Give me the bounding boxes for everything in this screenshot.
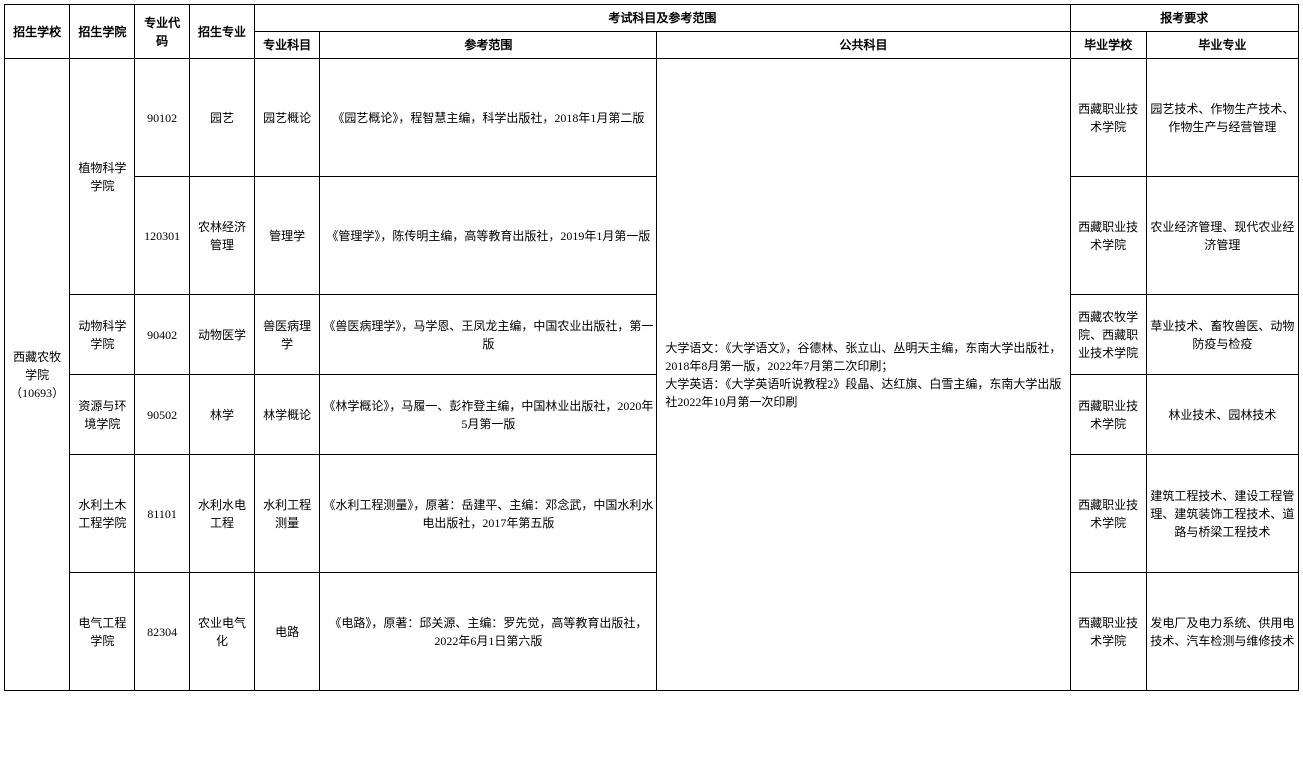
cell-grad-school: 西藏职业技术学院: [1070, 177, 1146, 295]
header-exam-group: 考试科目及参考范围: [255, 5, 1071, 32]
cell-code: 90402: [135, 295, 189, 375]
cell-reference: 《水利工程测量》，原著：岳建平、主编：邓念武，中国水利水电出版社，2017年第五…: [320, 455, 657, 573]
header-code: 专业代码: [135, 5, 189, 59]
cell-major: 水利水电工程: [189, 455, 254, 573]
header-grad-major: 毕业专业: [1146, 32, 1298, 59]
cell-reference: 《园艺概论》，程智慧主编，科学出版社，2018年1月第二版: [320, 59, 657, 177]
cell-subject: 兽医病理学: [255, 295, 320, 375]
cell-code: 120301: [135, 177, 189, 295]
header-reference: 参考范围: [320, 32, 657, 59]
cell-public: 大学语文：《大学语文》，谷德林、张立山、丛明天主编，东南大学出版社，2018年8…: [657, 59, 1070, 691]
cell-college: 水利土木工程学院: [70, 455, 135, 573]
header-college: 招生学院: [70, 5, 135, 59]
cell-code: 81101: [135, 455, 189, 573]
cell-code: 90502: [135, 375, 189, 455]
cell-code: 90102: [135, 59, 189, 177]
cell-grad-major: 建筑工程技术、建设工程管理、建筑装饰工程技术、道路与桥梁工程技术: [1146, 455, 1298, 573]
table-row: 水利土木工程学院 81101 水利水电工程 水利工程测量 《水利工程测量》，原著…: [5, 455, 1299, 573]
header-school: 招生学校: [5, 5, 70, 59]
cell-grad-school: 西藏职业技术学院: [1070, 455, 1146, 573]
header-grad-school: 毕业学校: [1070, 32, 1146, 59]
cell-subject: 管理学: [255, 177, 320, 295]
cell-major: 园艺: [189, 59, 254, 177]
cell-grad-school: 西藏职业技术学院: [1070, 59, 1146, 177]
cell-subject: 电路: [255, 573, 320, 691]
cell-college: 动物科学学院: [70, 295, 135, 375]
table-row: 资源与环境学院 90502 林学 林学概论 《林学概论》，马履一、彭祚登主编，中…: [5, 375, 1299, 455]
header-major: 招生专业: [189, 5, 254, 59]
cell-college: 植物科学学院: [70, 59, 135, 295]
cell-college: 电气工程学院: [70, 573, 135, 691]
cell-grad-major: 草业技术、畜牧兽医、动物防疫与检疫: [1146, 295, 1298, 375]
cell-grad-school: 西藏职业技术学院: [1070, 573, 1146, 691]
cell-subject: 水利工程测量: [255, 455, 320, 573]
cell-grad-school: 西藏农牧学院、西藏职业技术学院: [1070, 295, 1146, 375]
cell-grad-school: 西藏职业技术学院: [1070, 375, 1146, 455]
header-row-1: 招生学校 招生学院 专业代码 招生专业 考试科目及参考范围 报考要求: [5, 5, 1299, 32]
cell-school: 西藏农牧学院（10693）: [5, 59, 70, 691]
cell-grad-major: 农业经济管理、现代农业经济管理: [1146, 177, 1298, 295]
header-apply-group: 报考要求: [1070, 5, 1298, 32]
cell-subject: 园艺概论: [255, 59, 320, 177]
header-subject: 专业科目: [255, 32, 320, 59]
cell-reference: 《电路》，原著：邱关源、主编：罗先觉，高等教育出版社，2022年6月1日第六版: [320, 573, 657, 691]
cell-reference: 《林学概论》，马履一、彭祚登主编，中国林业出版社，2020年5月第一版: [320, 375, 657, 455]
cell-grad-major: 发电厂及电力系统、供用电技术、汽车检测与维修技术: [1146, 573, 1298, 691]
cell-grad-major: 园艺技术、作物生产技术、作物生产与经营管理: [1146, 59, 1298, 177]
table-row: 120301 农林经济管理 管理学 《管理学》，陈传明主编，高等教育出版社，20…: [5, 177, 1299, 295]
table-row: 西藏农牧学院（10693） 植物科学学院 90102 园艺 园艺概论 《园艺概论…: [5, 59, 1299, 177]
cell-reference: 《管理学》，陈传明主编，高等教育出版社，2019年1月第一版: [320, 177, 657, 295]
cell-major: 农林经济管理: [189, 177, 254, 295]
cell-major: 动物医学: [189, 295, 254, 375]
cell-major: 林学: [189, 375, 254, 455]
table-row: 动物科学学院 90402 动物医学 兽医病理学 《兽医病理学》，马学恩、王凤龙主…: [5, 295, 1299, 375]
cell-reference: 《兽医病理学》，马学恩、王凤龙主编，中国农业出版社，第一版: [320, 295, 657, 375]
admissions-table: 招生学校 招生学院 专业代码 招生专业 考试科目及参考范围 报考要求 专业科目 …: [4, 4, 1299, 691]
table-row: 电气工程学院 82304 农业电气化 电路 《电路》，原著：邱关源、主编：罗先觉…: [5, 573, 1299, 691]
cell-code: 82304: [135, 573, 189, 691]
cell-college: 资源与环境学院: [70, 375, 135, 455]
cell-major: 农业电气化: [189, 573, 254, 691]
header-public: 公共科目: [657, 32, 1070, 59]
cell-grad-major: 林业技术、园林技术: [1146, 375, 1298, 455]
cell-subject: 林学概论: [255, 375, 320, 455]
